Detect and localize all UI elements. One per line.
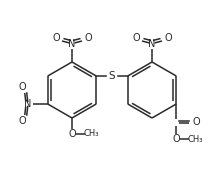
Text: O: O — [19, 82, 27, 92]
Text: O: O — [19, 116, 27, 126]
Text: O: O — [132, 33, 140, 43]
Text: CH₃: CH₃ — [83, 130, 99, 139]
Text: O: O — [52, 33, 60, 43]
Text: O: O — [172, 134, 180, 144]
Text: O: O — [164, 33, 172, 43]
Text: O: O — [192, 117, 200, 127]
Text: O: O — [84, 33, 92, 43]
Text: N: N — [24, 99, 31, 109]
Text: N: N — [148, 39, 156, 49]
Text: O: O — [68, 129, 76, 139]
Text: S: S — [109, 71, 115, 81]
Text: CH₃: CH₃ — [187, 135, 203, 143]
Text: N: N — [68, 39, 76, 49]
